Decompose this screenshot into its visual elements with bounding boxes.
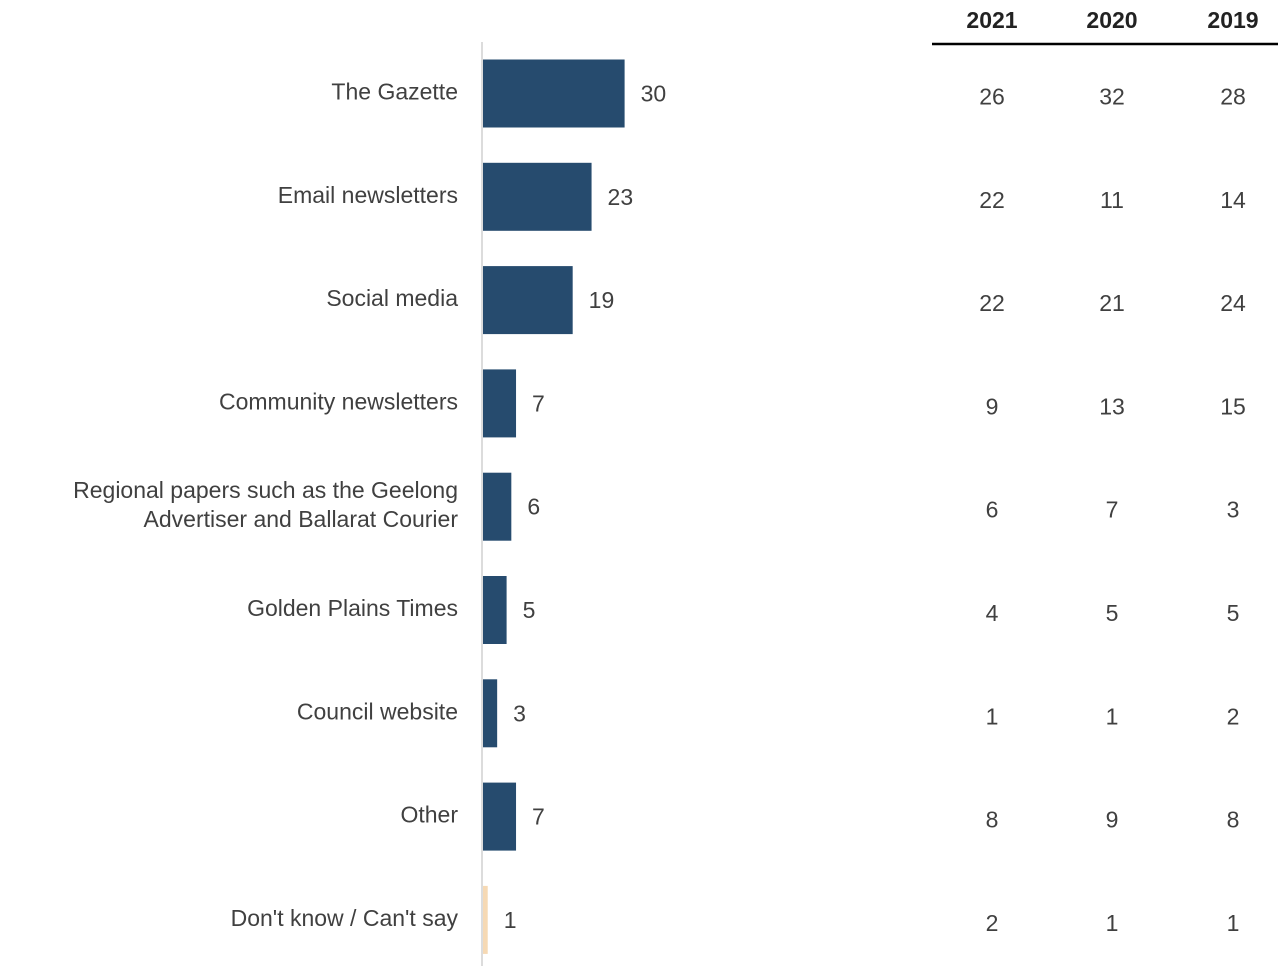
bar-value-labels: 30 23 19 7 6 5 3 7 1 xyxy=(504,81,666,933)
table-cell: 1 xyxy=(1106,910,1119,936)
table-cell: 3 xyxy=(1227,497,1240,523)
bar-value-label: 7 xyxy=(532,804,545,830)
category-label: Advertiser and Ballarat Courier xyxy=(144,506,459,532)
bar-value-label: 7 xyxy=(532,390,545,416)
table-header-2021: 2021 xyxy=(966,7,1017,33)
bar xyxy=(483,369,517,438)
table-cell: 2 xyxy=(986,910,999,936)
bar-value-label: 1 xyxy=(504,907,517,933)
table-cell: 28 xyxy=(1220,84,1246,110)
bar xyxy=(483,162,592,231)
table-cell: 9 xyxy=(986,393,999,419)
bar xyxy=(483,59,625,128)
bar-value-label: 3 xyxy=(513,700,526,726)
table-cell: 15 xyxy=(1220,393,1246,419)
table-cell: 4 xyxy=(986,600,999,626)
table-cell: 14 xyxy=(1220,187,1246,213)
table-cell: 7 xyxy=(1106,497,1119,523)
table-cell: 2 xyxy=(1227,703,1240,729)
bar xyxy=(483,679,498,748)
table-cell: 32 xyxy=(1099,84,1125,110)
table-cell: 5 xyxy=(1227,600,1240,626)
table-cell: 1 xyxy=(986,703,999,729)
bar-value-label: 6 xyxy=(527,494,540,520)
table-cell: 8 xyxy=(1227,807,1240,833)
category-label: Social media xyxy=(326,285,458,311)
category-label: Other xyxy=(400,802,458,828)
bar-value-label: 30 xyxy=(641,81,667,107)
table-cell: 26 xyxy=(979,84,1005,110)
category-label: Golden Plains Times xyxy=(247,595,458,621)
bar xyxy=(483,472,512,541)
category-label: Don't know / Can't say xyxy=(231,905,459,931)
category-label: Email newsletters xyxy=(278,182,458,208)
table-cell: 11 xyxy=(1100,187,1124,213)
table-cell: 13 xyxy=(1099,393,1125,419)
table-cell: 6 xyxy=(986,497,999,523)
bar xyxy=(483,782,517,851)
category-label: The Gazette xyxy=(331,79,458,105)
category-label: Community newsletters xyxy=(219,388,458,414)
table-cell: 9 xyxy=(1106,807,1119,833)
category-label: Regional papers such as the Geelong xyxy=(73,477,458,503)
category-labels: The Gazette Email newsletters Social media… xyxy=(73,79,458,931)
bar xyxy=(483,885,488,954)
bar xyxy=(483,266,573,335)
table-header-2019: 2019 xyxy=(1207,7,1258,33)
table-header-2020: 2020 xyxy=(1086,7,1137,33)
bars-layer xyxy=(483,59,625,954)
table-cell: 22 xyxy=(979,290,1005,316)
table-cell: 21 xyxy=(1099,290,1125,316)
bar-value-label: 19 xyxy=(589,287,615,313)
bar xyxy=(483,576,507,644)
table-cell: 24 xyxy=(1220,290,1246,316)
table-cell: 22 xyxy=(979,187,1005,213)
bar-value-label: 23 xyxy=(608,184,634,210)
bar-value-label: 5 xyxy=(523,597,536,623)
category-label: Council website xyxy=(297,698,458,724)
table-cell: 5 xyxy=(1106,600,1119,626)
table-cell: 1 xyxy=(1106,703,1119,729)
table-cell: 1 xyxy=(1227,910,1240,936)
table-cell: 8 xyxy=(986,807,999,833)
